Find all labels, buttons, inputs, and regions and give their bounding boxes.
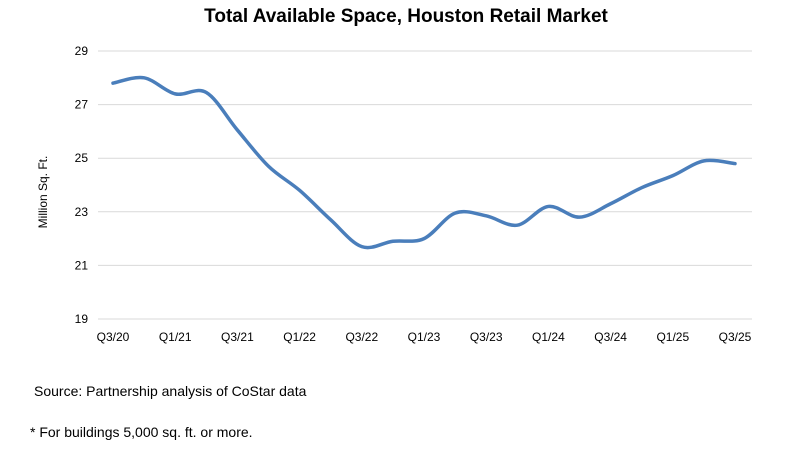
x-tick-label: Q1/24 bbox=[532, 330, 565, 344]
x-tick-label: Q3/21 bbox=[221, 330, 254, 344]
x-tick-label: Q1/25 bbox=[656, 330, 689, 344]
y-tick-label: 23 bbox=[75, 205, 89, 219]
footnote: * For buildings 5,000 sq. ft. or more. bbox=[30, 424, 253, 440]
x-tick-label: Q1/23 bbox=[408, 330, 441, 344]
source-note: Source: Partnership analysis of CoStar d… bbox=[34, 383, 307, 399]
x-tick-label: Q3/22 bbox=[345, 330, 378, 344]
x-tick-label: Q3/25 bbox=[719, 330, 752, 344]
y-tick-label: 27 bbox=[75, 98, 89, 112]
series-line bbox=[111, 75, 737, 250]
y-tick-label: 19 bbox=[75, 312, 89, 326]
x-tick-label: Q1/21 bbox=[159, 330, 192, 344]
y-tick-label: 29 bbox=[75, 44, 89, 58]
x-tick-label: Q3/23 bbox=[470, 330, 503, 344]
x-tick-label: Q3/20 bbox=[97, 330, 130, 344]
x-tick-label: Q3/24 bbox=[594, 330, 627, 344]
chart-title: Total Available Space, Houston Retail Ma… bbox=[204, 6, 608, 27]
x-tick-label: Q1/22 bbox=[283, 330, 316, 344]
y-tick-label: 25 bbox=[75, 151, 89, 165]
y-tick-label: 21 bbox=[75, 258, 89, 272]
